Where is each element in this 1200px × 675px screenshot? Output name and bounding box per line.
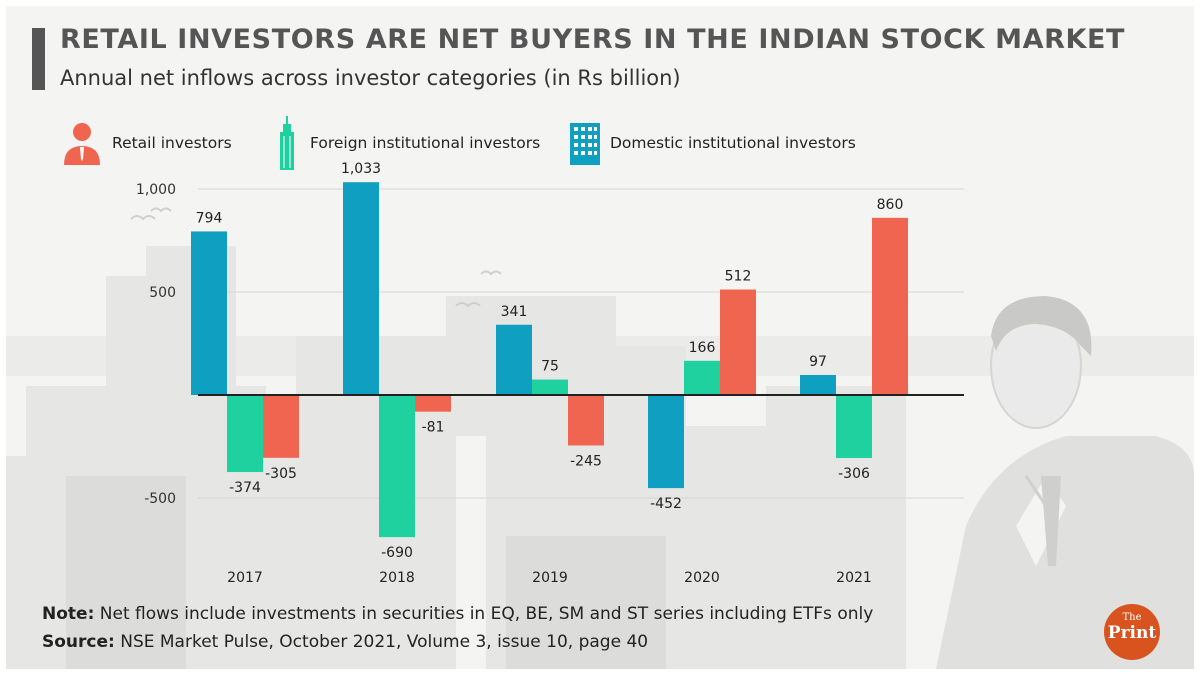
chart-title: Retail investors are net buyers in the I… [60, 24, 1126, 55]
data-label: 97 [809, 354, 827, 370]
x-tick-label: 2017 [227, 570, 263, 586]
legend-item-retail: Retail investors [60, 116, 232, 170]
person-icon [64, 123, 100, 165]
bar [648, 395, 684, 489]
x-tick-label: 2021 [836, 570, 872, 586]
data-label: 512 [725, 269, 752, 285]
data-label: -452 [650, 496, 682, 512]
bar [191, 231, 227, 395]
infographic-frame: Retail investors are net buyers in the I… [6, 6, 1194, 669]
logo-text-top: The [1122, 612, 1142, 623]
bar [343, 182, 379, 395]
logo-text-bottom: Print [1107, 623, 1157, 643]
data-label: -690 [381, 545, 413, 561]
legend-label-retail: Retail investors [112, 134, 232, 152]
x-tick-label: 2019 [532, 570, 568, 586]
bar [227, 395, 263, 473]
data-label: -81 [422, 420, 445, 436]
x-tick-label: 2020 [684, 570, 720, 586]
title-accent-bar [32, 28, 45, 90]
bar [720, 289, 756, 395]
footnote: Note: Net flows include investments in s… [42, 604, 873, 624]
theprint-logo: The Print [1104, 604, 1160, 660]
bar [800, 375, 836, 395]
data-label: -374 [229, 480, 261, 496]
legend-item-foreign: Foreign institutional investors [272, 116, 540, 170]
data-label: 1,033 [341, 161, 381, 177]
bar-chart: 1,000 500 -500 794 1,033 341 -452 97 -374 -690 75 1… [136, 161, 964, 586]
note-label: Note: [42, 604, 95, 624]
bar [872, 217, 908, 395]
bar [568, 395, 604, 446]
bar [836, 395, 872, 459]
skyscraper-icon [280, 116, 294, 170]
data-label: -306 [838, 466, 870, 482]
bar [263, 395, 299, 458]
note-text: Net flows include investments in securit… [94, 604, 874, 624]
data-label: 75 [541, 359, 559, 375]
source-label: Source: [42, 632, 115, 652]
bar [496, 324, 532, 395]
businessman-illustration [936, 296, 1194, 669]
y-tick-label: -500 [144, 491, 176, 507]
y-tick-label: 1,000 [136, 182, 176, 198]
data-label: 341 [501, 304, 528, 320]
bar [532, 379, 568, 395]
bar [415, 395, 451, 412]
source-text: NSE Market Pulse, October 2021, Volume 3… [114, 632, 649, 652]
x-tick-label: 2018 [379, 570, 415, 586]
legend-item-domestic: Domestic institutional investors [568, 116, 856, 170]
bar [684, 360, 720, 395]
data-label: 860 [877, 197, 904, 213]
data-label: 794 [196, 210, 223, 226]
data-label: 166 [689, 340, 716, 356]
legend-label-domestic: Domestic institutional investors [610, 134, 856, 152]
legend-label-foreign: Foreign institutional investors [310, 134, 541, 152]
bar [379, 395, 415, 538]
legend: Retail investors Foreign institutional i… [60, 116, 960, 170]
chart-subtitle: Annual net inflows across investor categ… [60, 66, 681, 90]
building-icon [570, 123, 600, 165]
source-line: Source: NSE Market Pulse, October 2021, … [42, 632, 648, 652]
y-tick-label: 500 [149, 285, 176, 301]
data-label: -305 [265, 466, 297, 482]
data-label: -245 [570, 453, 602, 469]
